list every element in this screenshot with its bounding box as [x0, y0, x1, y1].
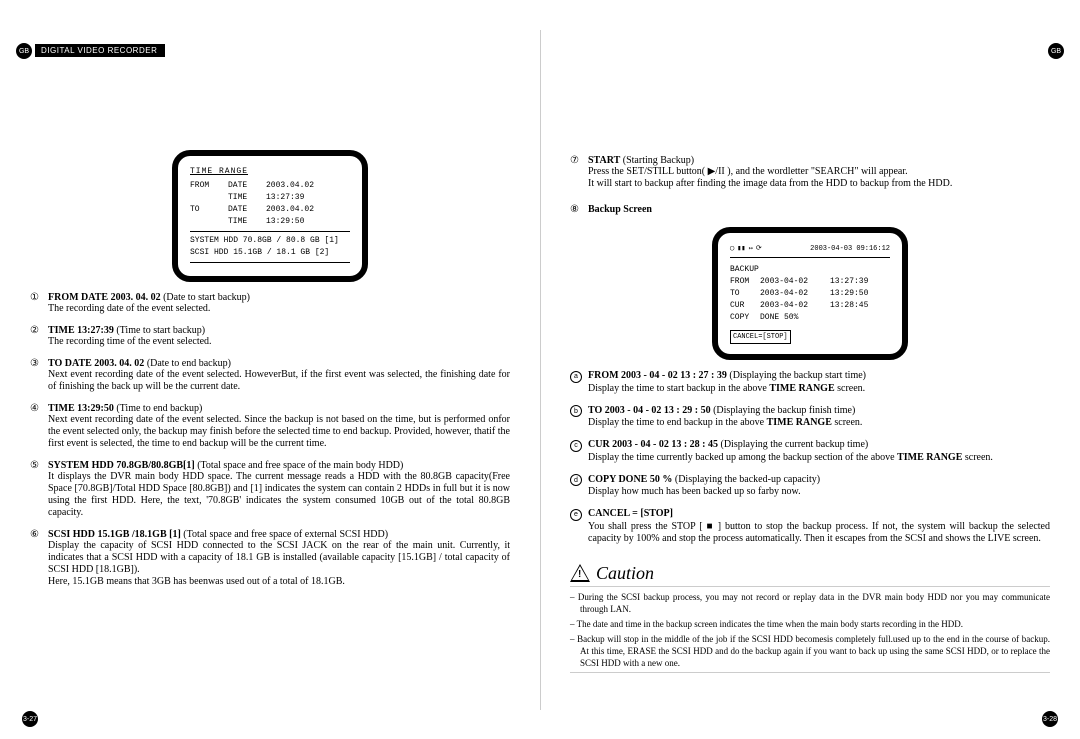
list-item: ②TIME 13:27:39 (Time to start backup) — [30, 325, 510, 336]
item-desc: Next event recording date of the event s… — [48, 414, 510, 450]
screen-title: TIME RANGE — [190, 166, 350, 178]
time-range-screen: TIME RANGE FROMDATE2003.04.02 TIME13:27:… — [172, 150, 368, 282]
caution-heading: ! Caution — [570, 563, 1050, 584]
warning-triangle-icon: ! — [570, 564, 590, 582]
item-desc: Display the time currently backed up amo… — [588, 452, 1050, 464]
screen-timestamp: 2003-04-03 09:16:12 — [810, 243, 890, 255]
list-item: dCOPY DONE 50 % (Displaying the backed-u… — [570, 474, 1050, 487]
page-number-left: 3-27 — [22, 711, 38, 727]
list-item: ④TIME 13:29:50 (Time to end backup) — [30, 403, 510, 414]
item-desc: The recording time of the event selected… — [48, 336, 510, 348]
caution-item: – Backup will stop in the middle of the … — [580, 633, 1050, 669]
list-item: cCUR 2003 - 04 - 02 13 : 28 : 45 (Displa… — [570, 439, 1050, 452]
caution-list: – During the SCSI backup process, you ma… — [570, 591, 1050, 669]
item-start-desc: Press the SET/STILL button( ▶/II ), and … — [588, 166, 1050, 190]
backup-screen: ◯▮▮↦⟳ 2003-04-03 09:16:12 BACKUP FROM200… — [712, 227, 908, 360]
scsi-hdd-line: SCSI HDD 15.1GB / 18.1 GB [2] — [190, 247, 350, 259]
screen-icons: ◯▮▮↦⟳ — [730, 243, 765, 255]
cancel-stop-box: CANCEL=[STOP] — [730, 330, 791, 344]
list-item: aFROM 2003 - 04 - 02 13 : 27 : 39 (Displ… — [570, 370, 1050, 383]
list-item: eCANCEL = [STOP] — [570, 508, 1050, 521]
right-item-list: aFROM 2003 - 04 - 02 13 : 27 : 39 (Displ… — [570, 370, 1050, 545]
backup-label: BACKUP — [730, 264, 890, 276]
item-desc: Display the capacity of SCSI HDD connect… — [48, 540, 510, 588]
list-item: ⑤SYSTEM HDD 70.8GB/80.8GB[1] (Total spac… — [30, 460, 510, 471]
item-desc: Display the time to end backup in the ab… — [588, 417, 1050, 429]
list-item: ①FROM DATE 2003. 04. 02 (Date to start b… — [30, 292, 510, 303]
item-desc: Display how much has been backed up so f… — [588, 486, 1050, 498]
gb-badge-left: GB — [16, 43, 32, 59]
backup-screen-heading: ⑧ Backup Screen — [570, 204, 1050, 215]
item-desc: The recording date of the event selected… — [48, 303, 510, 315]
left-page: TIME RANGE FROMDATE2003.04.02 TIME13:27:… — [30, 60, 510, 588]
page-number-right: 3-28 — [1042, 711, 1058, 727]
item-desc: It displays the DVR main body HDD space.… — [48, 471, 510, 519]
item-desc: Next event recording date of the event s… — [48, 369, 510, 393]
page-divider — [540, 30, 541, 710]
header-title: DIGITAL VIDEO RECORDER — [35, 44, 165, 57]
right-page: ⑦ START (Starting Backup) Press the SET/… — [570, 60, 1050, 677]
list-item: ③TO DATE 2003. 04. 02 (Date to end backu… — [30, 358, 510, 369]
sys-hdd-line: SYSTEM HDD 70.8GB / 80.8 GB [1] — [190, 235, 350, 247]
caution-item: – The date and time in the backup screen… — [580, 618, 1050, 630]
list-item: ⑥SCSI HDD 15.1GB /18.1GB [1] (Total spac… — [30, 529, 510, 540]
item-desc: Display the time to start backup in the … — [588, 383, 1050, 395]
list-item: bTO 2003 - 04 - 02 13 : 29 : 50 (Display… — [570, 405, 1050, 418]
caution-item: – During the SCSI backup process, you ma… — [580, 591, 1050, 615]
item-desc: You shall press the STOP [ ■ ] button to… — [588, 521, 1050, 545]
left-item-list: ①FROM DATE 2003. 04. 02 (Date to start b… — [30, 292, 510, 588]
gb-badge-right: GB — [1048, 43, 1064, 59]
item-start: ⑦ START (Starting Backup) — [570, 155, 1050, 166]
